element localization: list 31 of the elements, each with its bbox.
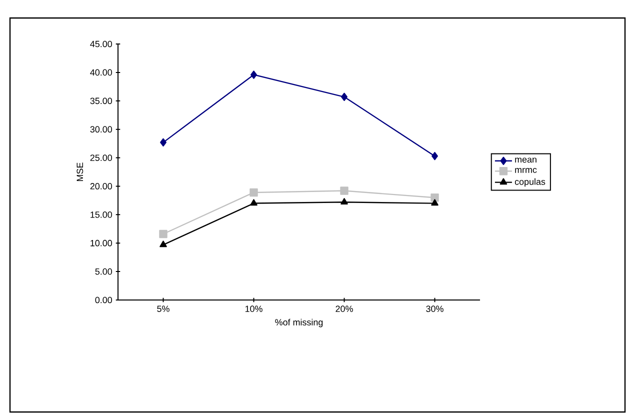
x-tick-label: 30% (426, 306, 444, 312)
point (250, 70, 257, 79)
y-tick-label: 5.00 (95, 268, 112, 275)
point (432, 152, 438, 160)
point (340, 198, 348, 204)
y-tick-label: 30.00 (90, 126, 112, 133)
point (250, 199, 258, 206)
point (431, 199, 438, 206)
x-tick-label: 10% (245, 306, 262, 312)
x-tick-label: 20% (336, 306, 353, 312)
point (160, 138, 166, 147)
legend-label: copulas (514, 178, 546, 187)
point (341, 92, 348, 102)
point (160, 240, 167, 248)
y-tick-label: 35.00 (90, 98, 112, 104)
point (159, 230, 168, 238)
y-tick-label: 20.00 (90, 183, 112, 190)
x-tick-label: 5% (157, 306, 170, 312)
point (340, 186, 348, 195)
y-tick-label: 25.00 (90, 154, 112, 161)
y-tick-label: 45.00 (90, 40, 112, 48)
y-tick-label: 0.00 (95, 296, 112, 304)
point (430, 194, 439, 202)
x-axis-title: %of missing (275, 318, 323, 328)
legend-label: mean (515, 158, 536, 163)
legend-label: mrmc (515, 168, 537, 173)
y-axis-title: MSE (76, 162, 84, 181)
point (250, 188, 258, 197)
y-tick-label: 15.00 (90, 211, 112, 218)
y-tick-label: 40.00 (90, 69, 112, 76)
y-tick-label: 10.00 (90, 240, 112, 246)
